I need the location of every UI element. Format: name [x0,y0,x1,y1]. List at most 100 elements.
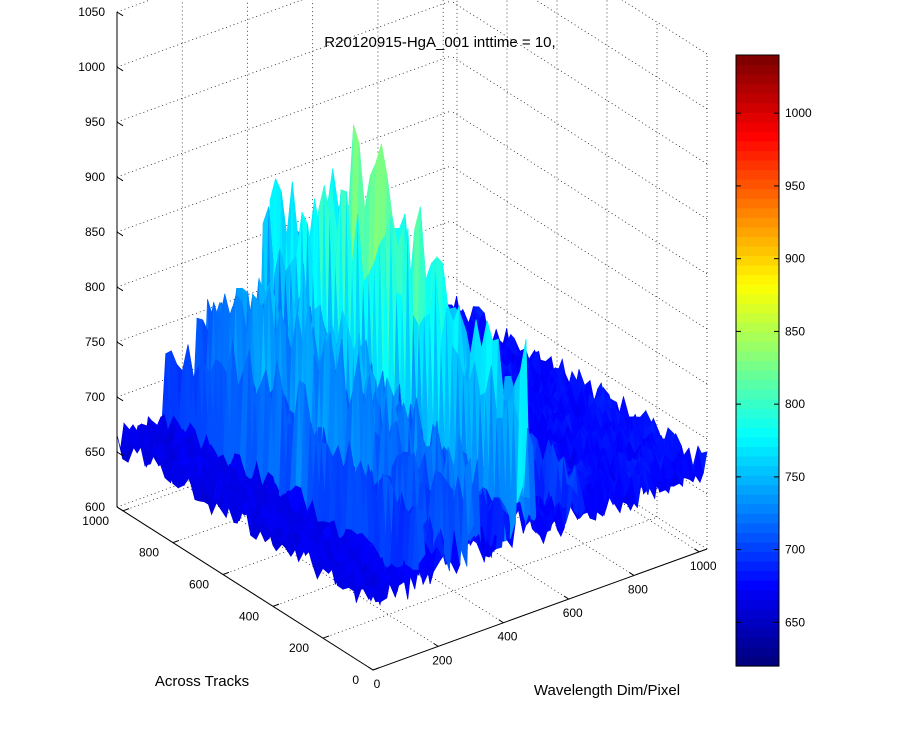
surface-layer [116,124,708,606]
colorbar-step [736,303,779,314]
colorbar-step [736,341,779,352]
x-tick-label: 400 [497,630,517,644]
colorbar-step [736,446,779,457]
x-tick-label: 800 [628,582,648,596]
z-tick-label: 850 [85,225,105,239]
colorbar-step [736,589,779,600]
colorbar-step [736,532,779,543]
colorbar-step [736,389,779,400]
colorbar-step [736,55,779,66]
colorbar-step [736,284,779,295]
colorbar-step [736,580,779,591]
colorbar-step [736,408,779,419]
colorbar-step [736,379,779,390]
colorbar-step [736,121,779,132]
colorbar-step [736,255,779,266]
colorbar-step [736,198,779,209]
colorbar-tick-label: 850 [785,324,805,338]
colorbar-tick-label: 1000 [785,106,812,120]
z-tick-label: 1000 [78,60,105,74]
y-tick-label: 400 [239,609,259,623]
y-axis-label: Across Tracks [155,673,249,690]
y-tick-label: 0 [352,673,359,687]
z-tick-label: 800 [85,280,105,294]
z-tick-label: 750 [85,335,105,349]
colorbar-frame [735,54,780,667]
colorbar-step [736,513,779,524]
x-tick-label: 1000 [690,559,717,573]
colorbar-step [736,599,779,610]
surface-patch [408,569,419,590]
z-tick-label: 700 [85,390,105,404]
y-tick-label: 600 [189,577,209,591]
z-tick-label: 950 [85,115,105,129]
colorbar-step [736,560,779,572]
colorbar-step [736,436,779,448]
colorbar-step [736,627,779,638]
colorbar-step [736,160,779,171]
colorbar-step [736,570,779,581]
x-axis-label: Wavelength Dim/Pixel [534,682,680,699]
colorbar-step [736,608,779,619]
colorbar-step [736,427,779,438]
colorbar-step [736,312,779,323]
colorbar-step [736,465,779,476]
colorbar-step [736,541,779,553]
colorbar-step [736,370,779,381]
colorbar-step [736,494,779,505]
axes-layer: 6006507007508008509009501000105002004006… [78,5,717,691]
colorbar-step [736,522,779,533]
colorbar-step [736,646,779,658]
colorbar-step [736,417,779,428]
colorbar-tick-label: 650 [785,615,805,629]
colorbar-step [736,102,779,113]
colorbar-step [736,217,779,228]
colorbar-step [736,503,779,514]
surface-patch [697,445,708,473]
colorbar-step [736,360,779,371]
colorbar-step [736,331,779,343]
x-tick-label: 200 [432,653,452,667]
z-tick-label: 1050 [78,5,105,19]
colorbar-step [736,656,779,667]
colorbar-step [736,637,779,648]
colorbar-tick-label: 700 [785,543,805,557]
colorbar-step [736,245,779,257]
colorbar-tick-label: 950 [785,179,805,193]
colorbar-step [736,274,779,285]
colorbar-step [736,112,779,123]
colorbar-step [736,455,779,467]
colorbar-step [736,64,779,75]
colorbar-step [736,83,779,94]
colorbar-step [736,179,779,190]
colorbar-step [736,618,779,629]
x-tick-label: 0 [374,677,381,691]
colorbar-step [736,169,779,180]
y-tick-label: 800 [139,546,159,560]
colorbar-step [736,207,779,218]
y-tick-label: 200 [289,641,309,655]
colorbar-step [736,93,779,104]
x-tick-label: 600 [563,606,583,620]
colorbar-step [736,265,779,276]
colorbar-step [736,226,779,237]
colorbar-step [736,475,779,486]
colorbar-step [736,74,779,85]
y-axis-line [116,506,374,671]
colorbar-tick-label: 900 [785,252,805,266]
colorbar-tick-label: 750 [785,470,805,484]
x-axis-line [372,548,708,671]
colorbar-step [736,188,779,199]
colorbar-step [736,350,779,362]
colorbar-step [736,293,779,304]
y-tick-label: 1000 [82,514,109,528]
chart-title: R20120915-HgA_001 inttime = 10, [324,34,555,51]
colorbar-step [736,150,779,161]
colorbar-step [736,398,779,409]
colorbar-step [736,322,779,333]
colorbar-step [736,236,779,247]
z-tick-label: 600 [85,500,105,514]
colorbar-step [736,484,779,495]
